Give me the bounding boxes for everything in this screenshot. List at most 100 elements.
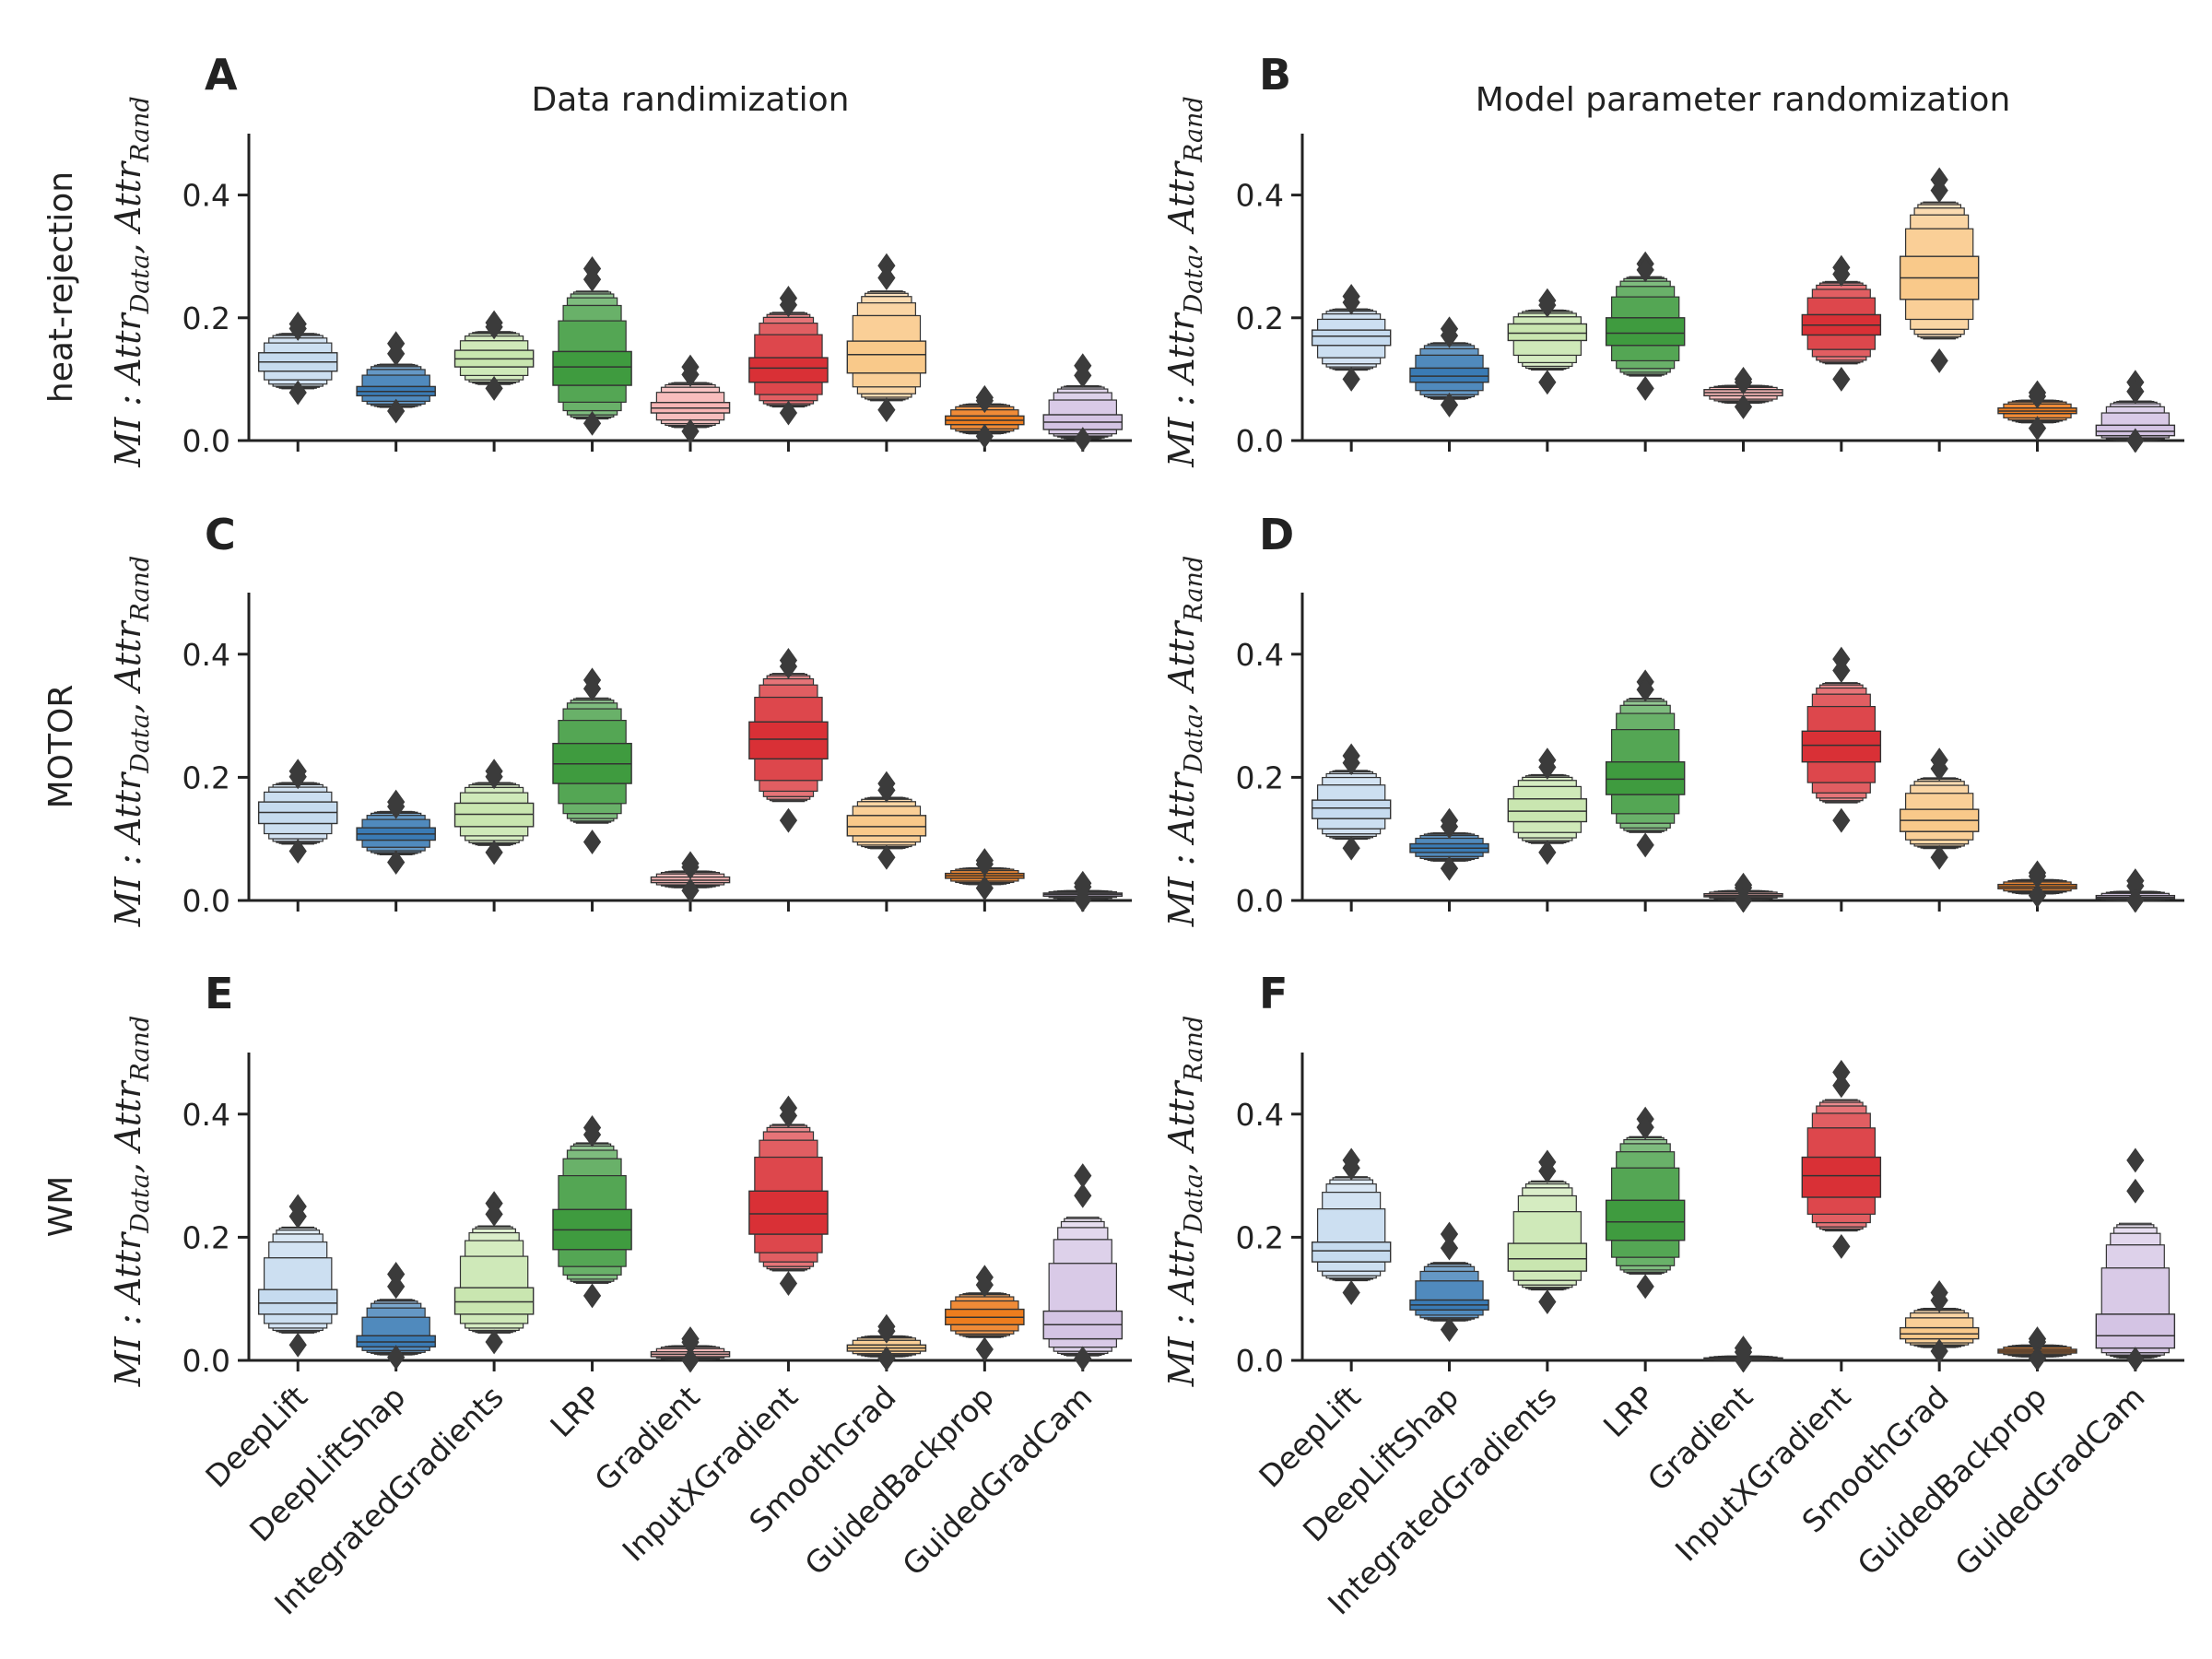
boxen-box-upper (2105, 406, 2165, 414)
row-label-heat-rejection: heat-rejection (42, 171, 80, 403)
panel-letter: D (1259, 510, 1294, 559)
boxen-box-upper (366, 369, 426, 376)
boxen-box-upper (562, 1158, 622, 1177)
outlier-marker (1930, 347, 1948, 373)
boxen-box-upper (465, 1240, 524, 1257)
outlier-marker (1074, 887, 1092, 912)
outlier-marker (2126, 1147, 2145, 1173)
y-axis-label: MI : AttrData, AttrRand (1161, 1016, 1208, 1387)
boxen-box-upper (1322, 776, 1382, 786)
boxen-box-upper (459, 792, 529, 805)
boxen-box-upper (759, 323, 818, 335)
boxen-box-upper (1512, 316, 1583, 325)
column-title-data-randomization: Data randimization (532, 81, 850, 119)
boxen-box-lower (1811, 348, 1871, 358)
outlier-marker (2126, 379, 2145, 405)
outlier-marker (1440, 855, 1459, 881)
x-tick-label: GuidedBackprop (1851, 1379, 2054, 1583)
outlier-marker (485, 1329, 503, 1355)
boxen-box-lower (1322, 1270, 1382, 1277)
boxen-box-upper (1316, 784, 1386, 801)
boxen-IntegratedGradients (1507, 288, 1588, 395)
boxen-box-lower (558, 782, 627, 805)
outlier-marker (2028, 1346, 2047, 1371)
outlier-marker (779, 807, 798, 833)
boxen-box-lower (762, 1261, 815, 1267)
boxen-box-upper (566, 297, 618, 307)
boxen-box-upper (272, 1233, 324, 1243)
boxen-box-upper (361, 818, 430, 829)
boxen-InputXGradient (1801, 1059, 1882, 1259)
boxen-box-upper (762, 677, 815, 686)
outlier-marker (1832, 262, 1851, 287)
outlier-marker (1636, 832, 1654, 858)
x-tick-label: LRP (543, 1379, 608, 1444)
boxen-box-upper (861, 296, 912, 304)
boxen-box-upper (361, 374, 430, 387)
y-tick-label: 0.2 (1236, 300, 1284, 336)
boxen-box-upper (1619, 1143, 1671, 1153)
boxen-box-upper (754, 696, 823, 723)
boxen-box-lower (264, 1313, 333, 1324)
outlier-marker (2028, 883, 2047, 909)
outlier-marker (779, 1271, 798, 1296)
outlier-marker (1342, 366, 1360, 392)
boxen-box-upper (1322, 1192, 1382, 1210)
outlier-marker (681, 418, 700, 444)
boxen-box-upper (766, 1126, 811, 1133)
boxen-box-upper (562, 708, 622, 722)
boxen-box-core (1507, 1242, 1588, 1272)
boxen-box-core (846, 340, 927, 374)
boxen-box-upper (1423, 1265, 1476, 1273)
x-tick-label: InputXGradient (1668, 1379, 1858, 1569)
boxen-box-upper (2105, 1244, 2165, 1269)
boxen-InputXGradient (1801, 254, 1882, 392)
outlier-marker (288, 839, 307, 865)
outlier-marker (975, 1272, 994, 1298)
boxen-DeepLiftShap (1409, 316, 1489, 418)
outlier-marker (288, 764, 307, 790)
outlier-marker (1734, 370, 1753, 395)
boxen-box-core (1311, 799, 1392, 819)
y-axis-label: MI : AttrData, AttrRand (1161, 96, 1208, 467)
y-tick-label: 0.4 (182, 1097, 230, 1133)
boxen-box-core (1605, 1199, 1686, 1241)
outlier-marker (1342, 1280, 1360, 1305)
boxen-box-lower (268, 1323, 328, 1329)
panels-group: A 0.0 0.2 0.4 MI : AttrData, AttrRand B 0.0 0.2… (108, 50, 2184, 1622)
outlier-marker (582, 266, 602, 292)
outlier-marker (1440, 1317, 1459, 1343)
boxen-Gradient (650, 354, 731, 444)
boxen-box-lower (1512, 820, 1583, 833)
outlier-marker (1734, 1347, 1753, 1373)
boxen-Gradient (650, 1326, 731, 1373)
panel-letter: E (205, 969, 233, 1018)
boxen-box-lower (1913, 328, 1965, 335)
boxen-box-upper (370, 1302, 422, 1309)
outlier-marker (582, 1283, 602, 1309)
outlier-marker (1538, 1159, 1557, 1184)
outlier-marker (485, 375, 503, 401)
boxen-box-upper (1053, 392, 1112, 401)
boxen-box-lower (1616, 813, 1676, 824)
outlier-marker (1538, 840, 1557, 865)
outlier-marker (1074, 362, 1092, 388)
boxen-box-lower (465, 835, 524, 841)
boxen-box-lower (1904, 830, 1974, 841)
panel-E: E0.00.20.4MI : AttrData, AttrRandDeepLif… (108, 969, 1132, 1622)
outlier-marker (681, 877, 700, 903)
y-tick-label: 0.0 (1236, 883, 1284, 919)
boxen-box-upper (1517, 1194, 1577, 1213)
boxen-box-upper (759, 1139, 818, 1159)
boxen-box-lower (1610, 794, 1680, 815)
y-axis-label: MI : AttrData, AttrRand (1161, 556, 1208, 927)
outlier-marker (1636, 375, 1654, 401)
boxen-box-core (1507, 323, 1588, 342)
boxen-DeepLiftShap (1409, 807, 1489, 881)
boxen-Gradient (1703, 872, 1783, 913)
boxen-box-core (748, 1190, 829, 1235)
boxen-box-upper (1512, 785, 1583, 800)
boxen-box-lower (1610, 1240, 1680, 1258)
panel-C: C 0.0 0.2 0.4 MI : AttrData, AttrRand (108, 510, 1132, 927)
outlier-marker (975, 1336, 994, 1362)
